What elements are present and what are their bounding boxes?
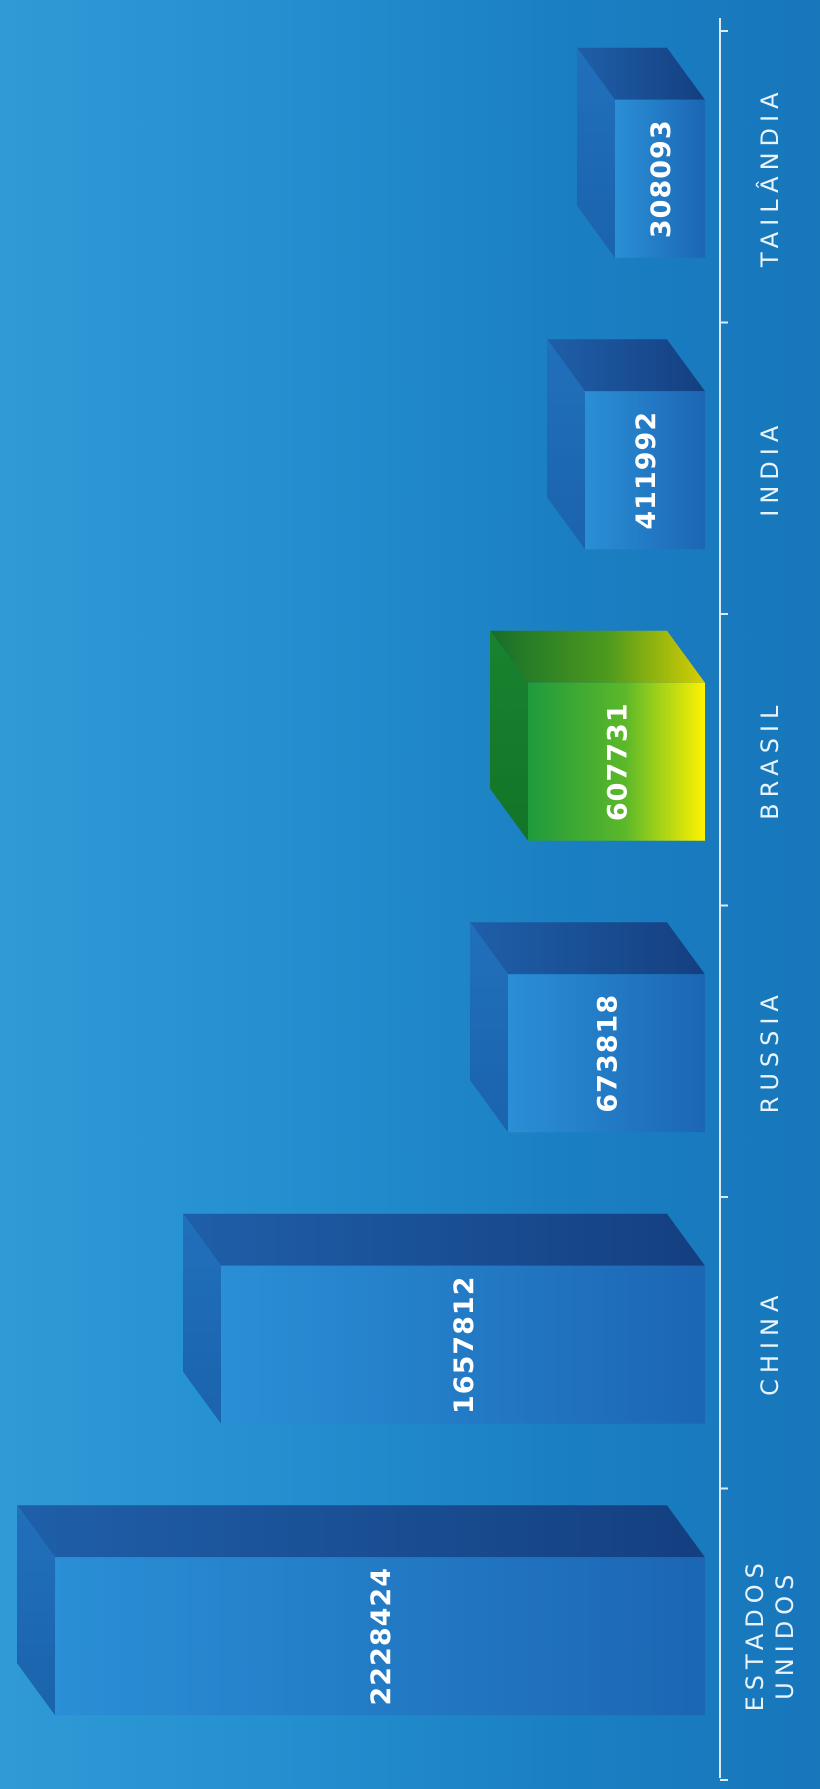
bar-front-face xyxy=(508,974,705,1133)
bar-estados-unidos xyxy=(17,1505,705,1716)
category-label: CHINA xyxy=(756,1290,784,1396)
bar-brasil xyxy=(490,630,705,841)
bar-side-face xyxy=(17,1505,55,1716)
bar-russia xyxy=(470,922,705,1133)
bar-side-face xyxy=(577,47,615,258)
bar-top-face xyxy=(183,1213,705,1266)
bar-front-face xyxy=(615,99,705,258)
labels: 2228424 ESTADOS UNIDOS 1657812 CHINA 673818 RU… xyxy=(366,86,799,1711)
value-label: 1657812 xyxy=(449,1275,480,1414)
category-label: INDIA xyxy=(756,420,784,517)
category-label: RUSSIA xyxy=(756,989,784,1113)
value-label: 607731 xyxy=(603,702,634,821)
category-label: TAILÂNDIA xyxy=(755,86,784,268)
bar-tailândia xyxy=(577,47,705,258)
category-label: BRASIL xyxy=(756,700,784,820)
bar-top-face xyxy=(547,339,705,392)
bar-top-face xyxy=(577,47,705,100)
bar-side-face xyxy=(183,1213,221,1424)
bar-top-face xyxy=(17,1505,705,1558)
value-label: 2228424 xyxy=(366,1567,397,1706)
bar-side-face xyxy=(547,339,585,550)
bars xyxy=(17,47,705,1716)
bar-china xyxy=(183,1213,705,1424)
bar-top-face xyxy=(490,630,705,683)
bar-india xyxy=(547,339,705,550)
x-axis xyxy=(719,18,728,1781)
bar-front-face xyxy=(55,1557,705,1716)
bar-front-face xyxy=(221,1265,705,1424)
bar-front-face xyxy=(585,391,705,550)
bar-side-face xyxy=(490,630,528,841)
bar-side-face xyxy=(470,922,508,1133)
value-label: 411992 xyxy=(631,411,662,530)
bar-front-face xyxy=(528,682,705,841)
category-label: ESTADOS xyxy=(741,1557,769,1711)
value-label: 308093 xyxy=(646,119,677,238)
value-label: 673818 xyxy=(593,994,624,1113)
category-label: UNIDOS xyxy=(771,1569,799,1700)
bar-top-face xyxy=(470,922,705,975)
